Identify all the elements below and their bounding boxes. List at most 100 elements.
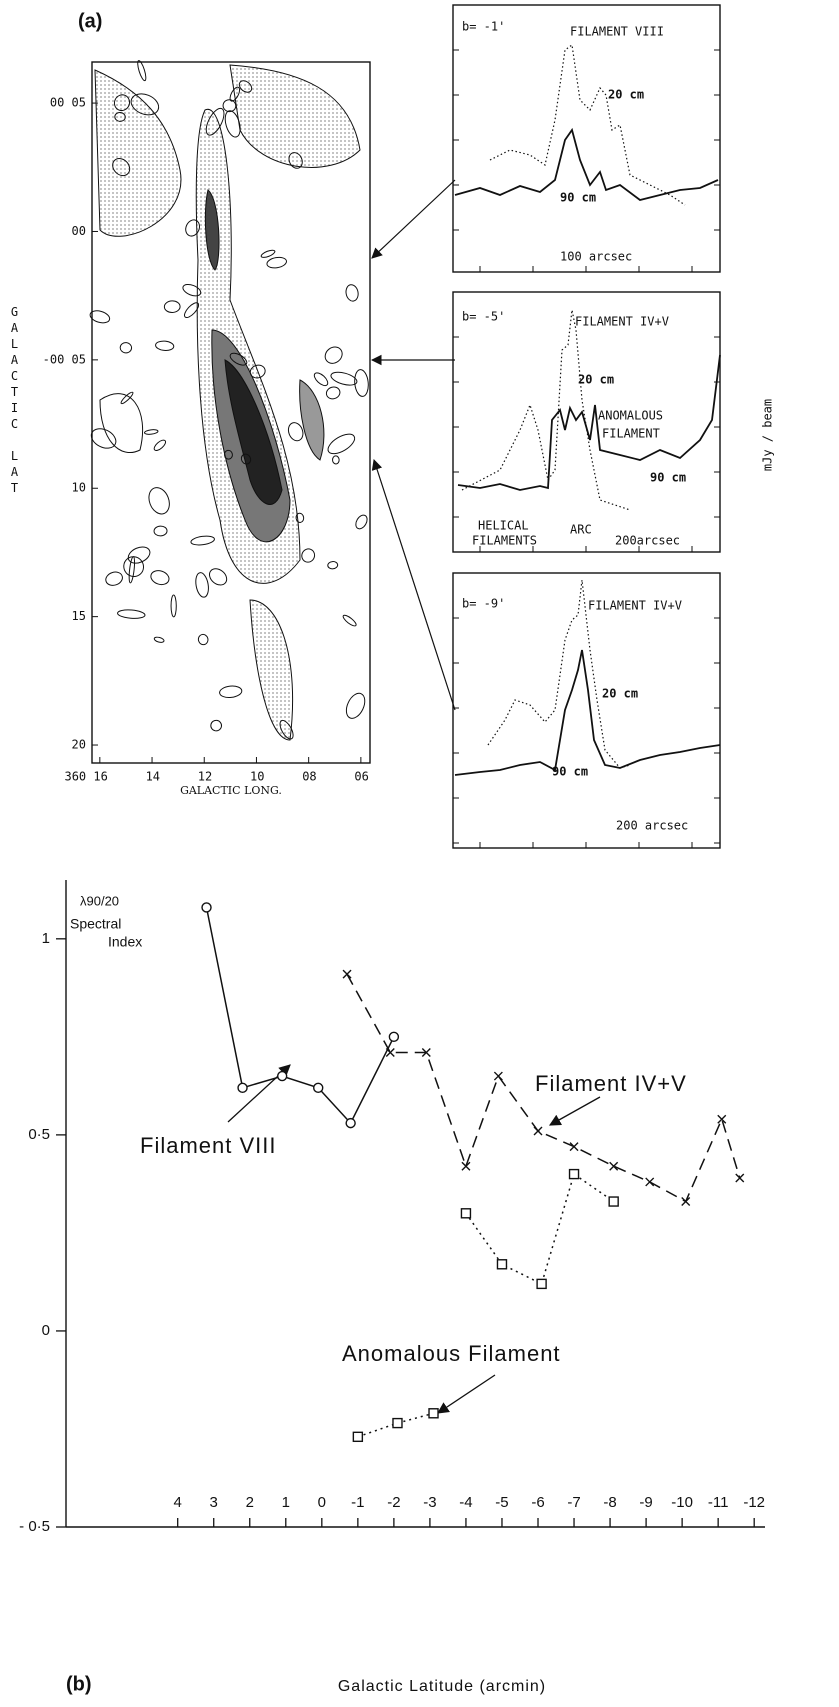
point [461,1209,470,1218]
x-tick-label: -5 [495,1494,508,1511]
x-tick-label: -9 [639,1494,652,1511]
x-tick-label: -1 [351,1494,364,1511]
profile-annotation: 90 cm [650,471,686,485]
y-tick-label: 1 [42,930,50,947]
point [610,1162,618,1170]
page: (a)360 16141210080600 0500-00 05101520GA… [0,0,839,1702]
point [570,1143,578,1151]
profile-annotation: FILAMENT VIII [570,25,664,39]
profile-annotation: FILAMENT IV+V [575,315,669,329]
x-tick-label: 360 16 [64,770,107,784]
point [343,970,351,978]
x-tick-label: -3 [423,1494,436,1511]
profile-annotation: 200arcsec [615,534,680,548]
point [429,1409,438,1418]
profile-annotation: 200 arcsec [616,819,688,833]
profile-annotation: b= -1' [462,20,505,34]
y-axis-title: mJy / beam [761,399,775,471]
panel-label: (b) [66,1673,92,1695]
x-tick-label: -11 [708,1494,729,1511]
x-tick-label: 14 [146,770,160,784]
x-tick-label: -7 [567,1494,580,1511]
series-line [358,1174,614,1437]
x-tick-label: 10 [250,770,264,784]
x-tick-label: 06 [354,770,368,784]
x-tick-label: -4 [459,1494,472,1511]
point [346,1119,355,1128]
profile-annotation: FILAMENTS [472,534,537,548]
profile-90cm [455,130,718,200]
point [570,1170,579,1179]
x-tick-label: 4 [174,1494,182,1511]
profile-annotation: FILAMENT [602,427,660,441]
point [386,1049,394,1057]
point [537,1279,546,1288]
y-axis-title: Index [108,934,142,950]
x-tick-label: -6 [531,1494,544,1511]
panel-label: (a) [78,10,102,32]
x-tick-label: -10 [671,1494,693,1511]
profile-annotation: 20 cm [602,687,638,701]
series-label: Filament IV+V [535,1071,687,1096]
profile-annotation: 90 cm [560,191,596,205]
x-axis-title: GALACTIC LONG. [180,784,282,797]
point [682,1198,690,1206]
pointer-arrows [372,180,455,710]
point [718,1115,726,1123]
profile-annotation: b= -9' [462,597,505,611]
point [238,1083,247,1092]
point [278,1072,287,1081]
x-tick-label: 2 [246,1494,254,1511]
point [736,1174,744,1182]
x-tick-label: 08 [302,770,316,784]
profile-annotation: 90 cm [552,765,588,779]
point [393,1419,402,1428]
x-tick-label: 0 [318,1494,326,1511]
y-tick-label: 00 05 [50,96,86,110]
y-axis-title: Spectral [70,916,121,932]
profile-annotation: FILAMENT IV+V [588,599,682,613]
y-tick-label: -00 05 [43,352,86,366]
y-tick-label: 15 [72,609,86,623]
point [353,1432,362,1441]
series-label: Anomalous Filament [342,1341,561,1366]
x-tick-label: 1 [282,1494,290,1511]
profile-annotation: ANOMALOUS [598,409,663,423]
point [389,1032,398,1041]
profile-annotation: 20 cm [578,373,614,387]
profile-frame [453,292,720,552]
point [497,1260,506,1269]
point [314,1083,323,1092]
x-tick-label: -2 [387,1494,400,1511]
series-label: Filament VIII [140,1133,276,1158]
x-tick-label: 3 [210,1494,218,1511]
x-axis-title: Galactic Latitude (arcmin) [338,1678,546,1695]
point [462,1162,470,1170]
y-tick-label: 00 [72,224,86,238]
point [534,1127,542,1135]
contour-map [92,62,370,763]
y-tick-label: 0·5 [28,1126,50,1143]
y-tick-label: 10 [72,481,86,495]
x-tick-label: -12 [743,1494,765,1511]
profile-annotation: b= -5' [462,310,505,324]
y-axis-title: GALACTIC LAT [8,305,22,497]
profile-annotation: 20 cm [608,88,644,102]
x-tick-label: 12 [198,770,212,784]
profile-frame [453,5,720,272]
profile-annotation: ARC [570,523,592,537]
profile-annotation: 100 arcsec [560,250,632,264]
profile-90cm [455,650,720,775]
series-line [207,907,394,1123]
x-tick-label: -8 [603,1494,616,1511]
y-tick-label: 20 [72,738,86,752]
point [202,903,211,912]
y-axis-title: λ90/20 [80,893,119,908]
point [646,1178,654,1186]
y-tick-label: - 0·5 [19,1518,50,1535]
profile-annotation: HELICAL [478,519,529,533]
point [494,1072,502,1080]
point [609,1197,618,1206]
figure: (a)360 16141210080600 0500-00 05101520GA… [0,0,839,1702]
y-tick-label: 0 [42,1322,50,1339]
